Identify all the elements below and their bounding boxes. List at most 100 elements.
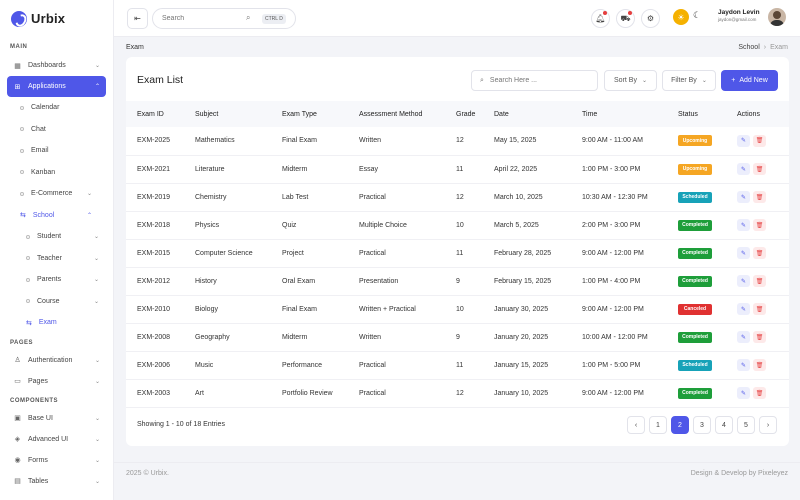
next-page-button[interactable]: ›: [759, 416, 777, 434]
edit-icon[interactable]: ✎: [737, 275, 750, 287]
delete-icon[interactable]: 🗑︎: [753, 275, 766, 287]
sidebar-subitem-chat[interactable]: Chat: [0, 119, 113, 141]
page-button[interactable]: 2: [671, 416, 689, 434]
cell-actions: ✎ 🗑︎: [737, 127, 789, 155]
logo-icon: [11, 10, 27, 27]
sidebar-item-applications[interactable]: ⊞ Applications ⌃: [7, 76, 106, 97]
copyright: 2025 © Urbix.: [126, 470, 169, 477]
cell-actions: ✎ 🗑︎: [737, 351, 789, 379]
collapse-sidebar-button[interactable]: ⇤: [127, 8, 148, 29]
col-header[interactable]: Subject: [195, 110, 219, 118]
edit-icon[interactable]: ✎: [737, 134, 750, 147]
edit-icon[interactable]: ✎: [737, 331, 750, 343]
page-title: Exam: [126, 43, 144, 51]
delete-icon[interactable]: 🗑︎: [753, 163, 766, 175]
delete-icon[interactable]: 🗑︎: [753, 247, 766, 259]
cell-type: Portfolio Review: [282, 389, 333, 397]
sidebar-subitem-ecommerce[interactable]: E-Commerce ⌄: [0, 183, 113, 205]
cell-type: Lab Test: [282, 193, 309, 201]
sidebar-item-pages[interactable]: ▭ Pages ⌄: [7, 371, 106, 392]
cell-method: Written: [359, 333, 382, 341]
sidebar-subitem-student[interactable]: Student ⌄: [0, 226, 113, 248]
delete-icon[interactable]: 🗑︎: [753, 331, 766, 343]
delete-icon[interactable]: 🗑︎: [753, 359, 766, 371]
sidebar-subitem-exam[interactable]: ⇆ Exam: [0, 312, 113, 334]
light-mode-button[interactable]: ☀: [673, 9, 689, 25]
sidebar-item-tables[interactable]: ▤ Tables ⌄: [7, 471, 106, 492]
sidebar-subitem-teacher[interactable]: Teacher ⌄: [0, 248, 113, 270]
chevron-down-icon: ⌄: [94, 457, 100, 464]
user-menu[interactable]: Jaydon Levin jaydon@gmail.com: [718, 9, 760, 22]
col-header[interactable]: Time: [582, 110, 598, 118]
table-search-input[interactable]: [489, 77, 590, 84]
col-header[interactable]: Exam ID: [137, 110, 164, 118]
cart-icon: ⛟: [620, 13, 631, 23]
page-button[interactable]: 3: [693, 416, 711, 434]
breadcrumb-parent[interactable]: School: [738, 43, 760, 51]
edit-icon[interactable]: ✎: [737, 219, 750, 231]
edit-icon[interactable]: ✎: [737, 387, 750, 399]
edit-icon[interactable]: ✎: [737, 303, 750, 315]
cell-id: EXM-2008: [137, 333, 171, 341]
col-header[interactable]: Date: [494, 110, 509, 118]
col-header: Actions: [737, 110, 760, 118]
page-button[interactable]: 4: [715, 416, 733, 434]
cart-button[interactable]: ⛟: [616, 9, 635, 28]
delete-icon[interactable]: 🗑︎: [753, 387, 766, 399]
sort-by-dropdown[interactable]: Sort By ⌄: [604, 70, 657, 91]
col-header[interactable]: Exam Type: [282, 110, 317, 118]
sidebar-subitem-parents[interactable]: Parents ⌄: [0, 269, 113, 291]
sidebar-item-authentication[interactable]: ♙ Authentication ⌄: [7, 350, 106, 371]
table-row: EXM-2003 Art Portfolio Review Practical 12 Ja…: [126, 379, 789, 407]
col-header[interactable]: Assessment Method: [359, 110, 423, 118]
delete-icon[interactable]: 🗑︎: [753, 303, 766, 315]
global-search[interactable]: ⌕ CTRL D: [152, 8, 296, 29]
delete-icon[interactable]: 🗑︎: [753, 191, 766, 203]
add-new-button[interactable]: + Add New: [721, 70, 778, 91]
search-input[interactable]: [162, 15, 242, 22]
dark-mode-button[interactable]: ☾: [693, 10, 701, 21]
filter-by-dropdown[interactable]: Filter By ⌄: [662, 70, 716, 91]
edit-icon[interactable]: ✎: [737, 191, 750, 203]
cell-grade: 11: [456, 165, 464, 173]
table-search[interactable]: ⌕: [471, 70, 598, 91]
chevron-up-icon: ⌃: [86, 212, 92, 219]
sidebar-subitem-course[interactable]: Course ⌄: [0, 291, 113, 313]
chevron-down-icon: ⌄: [93, 234, 99, 241]
col-header[interactable]: Grade: [456, 110, 476, 118]
sidebar-subitem-school[interactable]: ⇆ School ⌃: [0, 205, 113, 227]
sidebar-subitem-calendar[interactable]: Calendar: [0, 97, 113, 119]
page-button[interactable]: 1: [649, 416, 667, 434]
avatar[interactable]: [768, 8, 786, 26]
cell-id: EXM-2019: [137, 193, 171, 201]
sidebar-item-advanced-ui[interactable]: ◈ Advanced UI ⌄: [7, 429, 106, 450]
chevron-down-icon: ⌄: [93, 255, 99, 262]
bullet-icon: [26, 277, 30, 282]
delete-icon[interactable]: 🗑︎: [753, 134, 766, 147]
sidebar-subitem-kanban[interactable]: Kanban: [0, 162, 113, 184]
cell-method: Practical: [359, 249, 386, 257]
edit-icon[interactable]: ✎: [737, 163, 750, 175]
cell-grade: 11: [456, 361, 464, 369]
sidebar-item-label: Pages: [28, 377, 48, 385]
delete-icon[interactable]: 🗑︎: [753, 219, 766, 231]
settings-button[interactable]: ⚙: [641, 9, 660, 28]
logo[interactable]: Urbix: [0, 0, 113, 37]
sidebar-item-dashboards[interactable]: ▦ Dashboards ⌄: [7, 55, 106, 76]
sidebar-subitem-email[interactable]: Email: [0, 140, 113, 162]
box-icon: ▣: [14, 415, 21, 422]
cell-status: Completed: [678, 267, 737, 295]
cart-dot: [628, 11, 632, 15]
cell-date: March 10, 2025: [494, 193, 543, 201]
cell-grade: 12: [456, 193, 464, 201]
sidebar-item-base-ui[interactable]: ▣ Base UI ⌄: [7, 408, 106, 429]
breadcrumb-current: Exam: [770, 43, 788, 51]
col-header[interactable]: Status: [678, 110, 698, 118]
edit-icon[interactable]: ✎: [737, 247, 750, 259]
sidebar-item-forms[interactable]: ◉ Forms ⌄: [7, 450, 106, 471]
notifications-button[interactable]: 🔔︎: [591, 9, 610, 28]
section-label-main: MAIN: [10, 44, 28, 50]
edit-icon[interactable]: ✎: [737, 359, 750, 371]
prev-page-button[interactable]: ‹: [627, 416, 645, 434]
page-button[interactable]: 5: [737, 416, 755, 434]
